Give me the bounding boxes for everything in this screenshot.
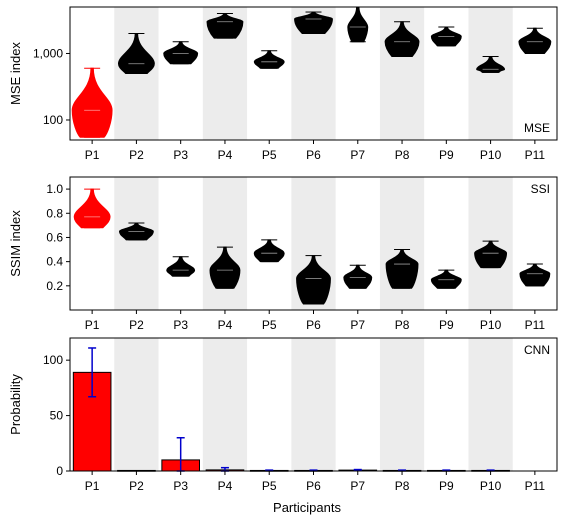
panel-label: CNN [524, 343, 550, 357]
y-tick-label: 100 [43, 113, 63, 127]
shade-band [379, 177, 425, 310]
y-tick-label: 0.6 [46, 230, 63, 244]
shade-band [114, 177, 159, 310]
x-tick-label: P2 [129, 148, 144, 162]
panel-ssi: 0.2 0.4 0.6 0.8 1.0 P1 P2 P3 P4 P5 P6 P7 P8 P9 P10 P11 S… [8, 176, 558, 332]
y-tick-label: 100 [43, 353, 63, 367]
x-tick-label: P7 [350, 148, 365, 162]
y-tick-label: 0.4 [46, 255, 63, 269]
x-tick-label: P11 [525, 479, 546, 493]
x-tick-label: P6 [306, 148, 321, 162]
x-tick-label: P3 [173, 318, 188, 332]
x-tick-label: P8 [395, 148, 410, 162]
y-axis-label: SSIM index [8, 210, 23, 277]
x-tick-label: P2 [129, 479, 144, 493]
panel-label: MSE [524, 121, 550, 135]
shade-band [468, 7, 513, 140]
x-tick-label: P7 [350, 479, 365, 493]
x-tick-label: P5 [262, 318, 277, 332]
y-tick-label: 1,000 [33, 46, 63, 60]
y-axis-label: Probability [8, 374, 23, 435]
x-tick-label: P10 [480, 318, 502, 332]
x-tick-label: P9 [439, 148, 454, 162]
x-tick-label: P5 [262, 148, 277, 162]
shade-band [291, 338, 336, 471]
x-axis-label: Participants [273, 500, 341, 515]
shade-band [114, 338, 159, 471]
shade-band [202, 338, 248, 471]
y-tick-label: 1.0 [46, 182, 63, 196]
x-tick-label: P8 [395, 318, 410, 332]
x-tick-label: P10 [480, 148, 502, 162]
x-tick-label: P4 [218, 148, 233, 162]
x-tick-label: P9 [439, 318, 454, 332]
x-tick-label: P10 [480, 479, 502, 493]
x-tick-label: P6 [306, 479, 321, 493]
panel-mse: 100 1,000 P1 P2 P3 P4 P5 P6 P7 P8 P9 P10 P11 MSE inde… [8, 6, 558, 162]
x-tick-label: P1 [85, 148, 100, 162]
x-tick-label: P2 [129, 318, 144, 332]
x-tick-label: P5 [262, 479, 277, 493]
y-tick-label: 0.8 [46, 206, 63, 220]
y-axis-label: MSE index [8, 42, 23, 105]
x-tick-label: P3 [173, 148, 188, 162]
x-tick-label: P8 [395, 479, 410, 493]
x-tick-label: P7 [350, 318, 365, 332]
shade-band [379, 338, 425, 471]
y-tick-label: 0.2 [46, 279, 63, 293]
x-tick-label: P6 [306, 318, 321, 332]
x-tick-label: P11 [525, 318, 546, 332]
x-tick-label: P9 [439, 479, 454, 493]
y-tick-label: 0 [56, 464, 63, 478]
x-tick-label: P1 [85, 318, 100, 332]
panel-label: SSI [531, 182, 550, 196]
shade-band [468, 338, 513, 471]
x-tick-label: P11 [525, 148, 546, 162]
y-tick-label: 50 [50, 409, 64, 423]
x-tick-label: P4 [218, 479, 233, 493]
panel-cnn: 0 50 100 P1 P2 P3 P4 P5 P6 P7 P8 P9 P10 P11 Probabilit… [8, 337, 558, 493]
shade-band [202, 177, 248, 310]
x-tick-label: P3 [173, 479, 188, 493]
x-tick-label: P1 [85, 479, 100, 493]
x-tick-label: P4 [218, 318, 233, 332]
